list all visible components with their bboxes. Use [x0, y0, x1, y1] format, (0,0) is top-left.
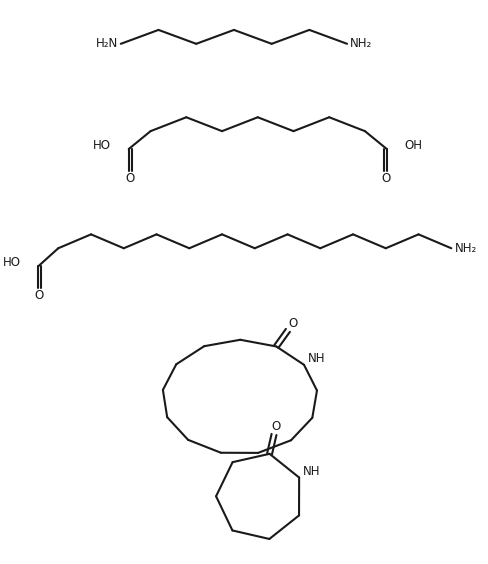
- Text: OH: OH: [404, 139, 422, 152]
- Text: O: O: [271, 420, 280, 433]
- Text: HO: HO: [93, 139, 111, 152]
- Text: NH₂: NH₂: [454, 242, 476, 255]
- Text: NH: NH: [307, 352, 325, 365]
- Text: O: O: [287, 318, 297, 331]
- Text: O: O: [35, 289, 44, 302]
- Text: O: O: [380, 172, 389, 186]
- Text: O: O: [125, 172, 134, 186]
- Text: NH: NH: [302, 465, 320, 478]
- Text: H₂N: H₂N: [95, 37, 118, 50]
- Text: NH₂: NH₂: [349, 37, 371, 50]
- Text: HO: HO: [2, 255, 20, 268]
